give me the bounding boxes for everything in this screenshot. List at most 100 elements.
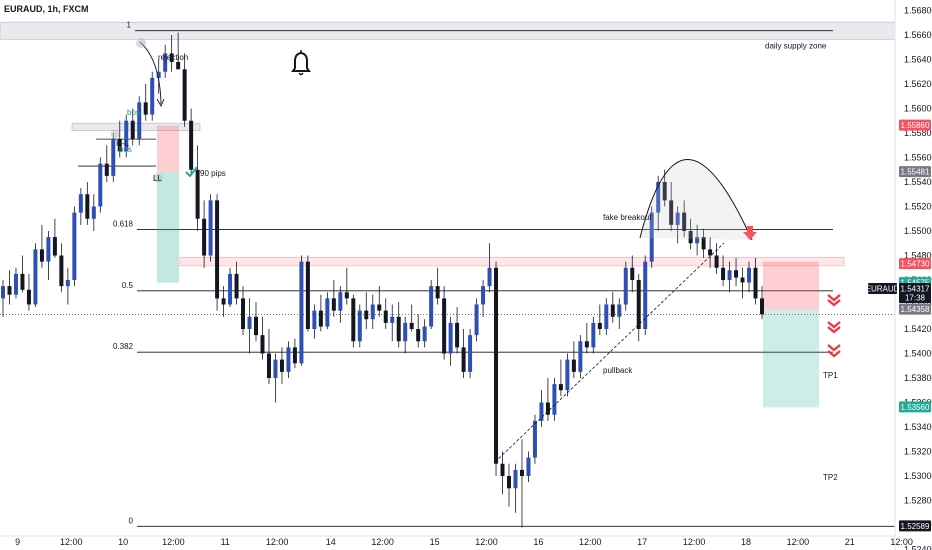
candle-116 xyxy=(753,257,758,305)
candle-body-74 xyxy=(481,286,486,305)
candle-body-102 xyxy=(662,182,667,201)
candle-body-84 xyxy=(545,402,550,415)
candle-body-50 xyxy=(325,298,330,327)
chevron-down-icon-2 xyxy=(827,321,841,329)
candle-33 xyxy=(215,194,220,311)
candle-102 xyxy=(662,169,667,207)
candle-body-97 xyxy=(630,267,635,280)
candle-body-47 xyxy=(305,261,310,329)
x-tick-3: 12:00 xyxy=(162,537,185,547)
candle-57 xyxy=(370,294,375,329)
x-tick-17: 12:00 xyxy=(890,537,913,547)
candle-body-14 xyxy=(91,206,96,219)
candle-90 xyxy=(584,322,589,354)
candle-97 xyxy=(630,255,635,293)
candle-body-27 xyxy=(176,61,181,70)
candle-67 xyxy=(435,267,440,305)
bell-icon xyxy=(291,50,311,76)
candle-body-108 xyxy=(701,237,706,250)
hl-marker xyxy=(110,129,120,139)
candle-body-116 xyxy=(753,267,758,299)
candle-72 xyxy=(468,329,473,378)
candle-body-1 xyxy=(7,286,12,295)
candle-85 xyxy=(552,378,557,421)
candle-106 xyxy=(688,218,693,250)
candle-body-3 xyxy=(20,273,25,290)
candle-body-70 xyxy=(455,322,460,348)
candle-body-112 xyxy=(727,270,732,280)
candle-64 xyxy=(416,314,421,348)
candle-body-37 xyxy=(241,298,246,329)
bos-label-2: bos xyxy=(119,145,132,154)
candle-body-72 xyxy=(468,335,473,372)
candle-65 xyxy=(422,319,427,348)
ll-label: LL xyxy=(153,174,162,183)
price-badge-bg-2 xyxy=(899,258,931,270)
candle-body-103 xyxy=(669,200,674,225)
chevron-down-icon-4 xyxy=(827,344,841,352)
candle-63 xyxy=(409,304,414,332)
candle-46 xyxy=(299,255,304,366)
candle-body-107 xyxy=(695,237,700,244)
candle-body-43 xyxy=(279,359,284,372)
y-tick-5: 1.55800 xyxy=(904,128,932,138)
y-tick-18: 1.53200 xyxy=(904,447,932,457)
price-badge-bg-0 xyxy=(899,119,931,131)
fake-breakout-label: fake breakout xyxy=(603,213,652,222)
candle-13 xyxy=(85,182,90,225)
y-tick-0: 1.56800 xyxy=(904,6,932,16)
candle-107 xyxy=(695,224,700,256)
candle-body-40 xyxy=(260,335,265,354)
fib-label-2: 0.5 xyxy=(122,281,134,290)
candle-0 xyxy=(1,280,5,317)
candle-body-25 xyxy=(163,53,168,72)
y-tick-17: 1.53400 xyxy=(904,422,932,432)
candle-112 xyxy=(727,261,732,293)
candle-body-94 xyxy=(610,304,615,317)
price-badge-9: 1.52589 xyxy=(901,522,930,531)
x-tick-6: 14 xyxy=(326,537,336,547)
chevron-down-icon-0 xyxy=(827,294,841,302)
candle-74 xyxy=(481,280,486,317)
pullback-trendline xyxy=(494,242,725,463)
candle-body-13 xyxy=(85,194,90,219)
candle-body-76 xyxy=(494,267,499,464)
candle-body-63 xyxy=(409,322,414,329)
candle-body-77 xyxy=(500,463,505,476)
candle-51 xyxy=(331,280,336,317)
candle-body-111 xyxy=(721,267,726,280)
candle-body-65 xyxy=(422,326,427,342)
candle-12 xyxy=(78,188,83,225)
candle-87 xyxy=(565,353,570,397)
x-tick-12: 17 xyxy=(637,537,647,547)
candle-body-71 xyxy=(461,347,466,372)
candle-78 xyxy=(507,463,511,507)
candle-body-22 xyxy=(143,102,148,115)
candle-2 xyxy=(13,267,18,299)
candle-40 xyxy=(260,316,265,360)
candle-47 xyxy=(305,255,310,332)
candle-28 xyxy=(182,53,187,127)
candle-body-55 xyxy=(357,310,362,342)
candle-body-44 xyxy=(286,347,291,372)
candle-body-49 xyxy=(318,310,323,327)
candle-99 xyxy=(643,255,648,336)
candle-32 xyxy=(208,194,213,262)
candle-44 xyxy=(286,341,291,378)
candle-body-90 xyxy=(584,341,589,348)
bell-icon-body xyxy=(291,51,311,72)
pullback-label: pullback xyxy=(603,366,633,375)
y-tick-6: 1.55600 xyxy=(904,153,932,163)
candle-66 xyxy=(429,280,434,329)
y-tick-20: 1.52800 xyxy=(904,496,932,506)
candle-77 xyxy=(500,451,505,495)
down-arrow-icon xyxy=(743,226,757,240)
annotations-layer: rejection bos H-L bos LL 90 pips fake br… xyxy=(116,53,838,482)
candle-body-95 xyxy=(617,304,622,317)
y-tick-15: 1.53800 xyxy=(904,373,932,383)
position-layer xyxy=(157,125,819,408)
y-tick-19: 1.53000 xyxy=(904,471,932,481)
price-badge-bg-9 xyxy=(899,520,931,532)
